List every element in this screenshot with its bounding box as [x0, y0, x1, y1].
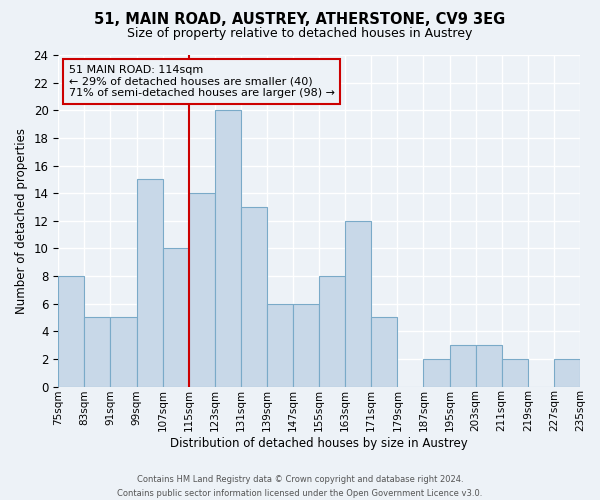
Bar — [476, 345, 502, 387]
Bar — [371, 318, 397, 386]
Bar — [137, 180, 163, 386]
Bar — [215, 110, 241, 386]
Bar — [163, 248, 189, 386]
Text: Size of property relative to detached houses in Austrey: Size of property relative to detached ho… — [127, 28, 473, 40]
Bar — [85, 318, 110, 386]
Text: 51 MAIN ROAD: 114sqm
← 29% of detached houses are smaller (40)
71% of semi-detac: 51 MAIN ROAD: 114sqm ← 29% of detached h… — [69, 65, 335, 98]
Bar — [502, 359, 528, 386]
Y-axis label: Number of detached properties: Number of detached properties — [15, 128, 28, 314]
Bar — [554, 359, 580, 386]
Bar — [241, 207, 267, 386]
Bar — [449, 345, 476, 387]
Bar — [424, 359, 449, 386]
Bar — [189, 193, 215, 386]
Text: Contains HM Land Registry data © Crown copyright and database right 2024.
Contai: Contains HM Land Registry data © Crown c… — [118, 476, 482, 498]
Bar — [58, 276, 85, 386]
Bar — [345, 221, 371, 386]
X-axis label: Distribution of detached houses by size in Austrey: Distribution of detached houses by size … — [170, 437, 468, 450]
Bar — [110, 318, 137, 386]
Bar — [267, 304, 293, 386]
Bar — [319, 276, 345, 386]
Text: 51, MAIN ROAD, AUSTREY, ATHERSTONE, CV9 3EG: 51, MAIN ROAD, AUSTREY, ATHERSTONE, CV9 … — [94, 12, 506, 28]
Bar — [293, 304, 319, 386]
